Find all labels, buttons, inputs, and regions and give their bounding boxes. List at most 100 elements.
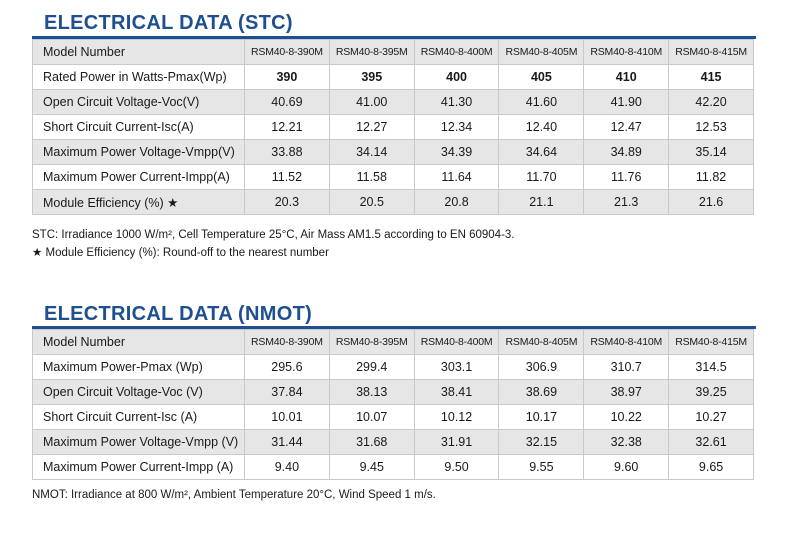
nmot-title-underline <box>32 326 756 329</box>
stc-title-underline <box>32 36 756 39</box>
stc-value-cell: 41.90 <box>583 89 670 115</box>
stc-value-cell: 400 <box>413 64 500 90</box>
nmot-note: NMOT: Irradiance at 800 W/m², Ambient Te… <box>32 489 436 501</box>
efficiency-footnote: ★ Module Efficiency (%): Round-off to th… <box>32 247 329 259</box>
nmot-value-cell: 10.01 <box>244 404 330 430</box>
nmot-value-cell: 299.4 <box>328 354 415 380</box>
stc-value-cell: 11.82 <box>668 164 754 190</box>
nmot-table-row: Maximum Power Voltage-Vmpp (V) 31.44 31.68… <box>32 429 754 455</box>
stc-value-cell: 12.53 <box>668 114 754 140</box>
nmot-value-cell: 9.55 <box>498 454 585 480</box>
stc-table-row: Maximum Power Voltage-Vmpp(V) 33.88 34.14 3… <box>32 139 754 165</box>
stc-value-cell: 21.6 <box>668 189 754 215</box>
nmot-value-cell: 9.40 <box>244 454 330 480</box>
stc-value-cell: 40.69 <box>244 89 330 115</box>
stc-value-cell: 20.8 <box>413 189 500 215</box>
stc-row-label: Rated Power in Watts-Pmax(Wp) <box>32 64 245 90</box>
nmot-model-header-cell: RSM40-8-415M <box>668 329 754 355</box>
stc-value-cell: 11.64 <box>413 164 500 190</box>
stc-table-row: Open Circuit Voltage-Voc(V) 40.69 41.00 41.… <box>32 89 754 115</box>
nmot-table: Model Number RSM40-8-390M RSM40-8-395M RSM4… <box>32 329 754 480</box>
stc-model-header-cell: RSM40-8-415M <box>668 39 754 65</box>
nmot-row-label: Maximum Power-Pmax (Wp) <box>32 354 245 380</box>
nmot-table-row: Short Circuit Current-Isc (A) 10.01 10.07 1… <box>32 404 754 430</box>
nmot-value-cell: 32.61 <box>668 429 754 455</box>
stc-value-cell: 11.70 <box>498 164 585 190</box>
stc-row-label: Module Efficiency (%) ★ <box>32 189 245 215</box>
nmot-model-header-cell: RSM40-8-405M <box>498 329 585 355</box>
nmot-value-cell: 38.41 <box>413 379 500 405</box>
stc-value-cell: 12.21 <box>244 114 330 140</box>
nmot-value-cell: 9.45 <box>328 454 415 480</box>
stc-value-cell: 21.1 <box>498 189 585 215</box>
stc-model-header-cell: RSM40-8-410M <box>583 39 670 65</box>
nmot-row-label: Maximum Power Voltage-Vmpp (V) <box>32 429 245 455</box>
stc-model-header-cell: RSM40-8-390M <box>244 39 330 65</box>
stc-value-cell: 395 <box>328 64 415 90</box>
stc-value-cell: 12.47 <box>583 114 670 140</box>
stc-value-cell: 11.58 <box>328 164 415 190</box>
nmot-model-header-cell: RSM40-8-395M <box>328 329 415 355</box>
nmot-value-cell: 10.12 <box>413 404 500 430</box>
nmot-row-label: Short Circuit Current-Isc (A) <box>32 404 245 430</box>
nmot-model-header-cell: RSM40-8-410M <box>583 329 670 355</box>
stc-header-row: Model Number RSM40-8-390M RSM40-8-395M RSM4… <box>32 39 754 65</box>
stc-row-label: Short Circuit Current-Isc(A) <box>32 114 245 140</box>
stc-value-cell: 41.60 <box>498 89 585 115</box>
stc-table-row: Maximum Power Current-Impp(A) 11.52 11.58 1… <box>32 164 754 190</box>
stc-value-cell: 11.76 <box>583 164 670 190</box>
stc-value-cell: 11.52 <box>244 164 330 190</box>
nmot-value-cell: 10.07 <box>328 404 415 430</box>
stc-value-cell: 12.34 <box>413 114 500 140</box>
nmot-value-cell: 31.91 <box>413 429 500 455</box>
stc-value-cell: 35.14 <box>668 139 754 165</box>
stc-value-cell: 21.3 <box>583 189 670 215</box>
nmot-value-cell: 9.65 <box>668 454 754 480</box>
stc-value-cell: 415 <box>668 64 754 90</box>
stc-value-cell: 41.30 <box>413 89 500 115</box>
stc-value-cell: 20.3 <box>244 189 330 215</box>
stc-value-cell: 12.40 <box>498 114 585 140</box>
nmot-value-cell: 38.13 <box>328 379 415 405</box>
stc-value-cell: 42.20 <box>668 89 754 115</box>
stc-header-label: Model Number <box>32 39 245 65</box>
nmot-value-cell: 38.97 <box>583 379 670 405</box>
nmot-value-cell: 37.84 <box>244 379 330 405</box>
stc-row-label: Maximum Power Current-Impp(A) <box>32 164 245 190</box>
stc-section-title: ELECTRICAL DATA (STC) <box>44 12 293 34</box>
nmot-value-cell: 295.6 <box>244 354 330 380</box>
nmot-header-row: Model Number RSM40-8-390M RSM40-8-395M RSM4… <box>32 329 754 355</box>
nmot-value-cell: 10.27 <box>668 404 754 430</box>
stc-value-cell: 12.27 <box>328 114 415 140</box>
stc-value-cell: 390 <box>244 64 330 90</box>
nmot-value-cell: 9.50 <box>413 454 500 480</box>
stc-model-header-cell: RSM40-8-400M <box>413 39 500 65</box>
stc-value-cell: 34.89 <box>583 139 670 165</box>
nmot-value-cell: 38.69 <box>498 379 585 405</box>
stc-value-cell: 405 <box>498 64 585 90</box>
nmot-value-cell: 39.25 <box>668 379 754 405</box>
stc-value-cell: 33.88 <box>244 139 330 165</box>
stc-table-row: Rated Power in Watts-Pmax(Wp) 390 395 400 40… <box>32 64 754 90</box>
stc-row-label: Maximum Power Voltage-Vmpp(V) <box>32 139 245 165</box>
nmot-model-header-cell: RSM40-8-400M <box>413 329 500 355</box>
stc-value-cell: 34.39 <box>413 139 500 165</box>
nmot-row-label: Maximum Power Current-Impp (A) <box>32 454 245 480</box>
stc-note: STC: Irradiance 1000 W/m², Cell Temperat… <box>32 229 515 241</box>
stc-value-cell: 41.00 <box>328 89 415 115</box>
stc-value-cell: 34.14 <box>328 139 415 165</box>
stc-value-cell: 410 <box>583 64 670 90</box>
nmot-model-header-cell: RSM40-8-390M <box>244 329 330 355</box>
nmot-row-label: Open Circuit Voltage-Voc (V) <box>32 379 245 405</box>
nmot-table-row: Maximum Power Current-Impp (A) 9.40 9.45 9.… <box>32 454 754 480</box>
nmot-value-cell: 10.17 <box>498 404 585 430</box>
nmot-value-cell: 31.68 <box>328 429 415 455</box>
nmot-value-cell: 314.5 <box>668 354 754 380</box>
nmot-table-row: Open Circuit Voltage-Voc (V) 37.84 38.13 38… <box>32 379 754 405</box>
stc-table: Model Number RSM40-8-390M RSM40-8-395M RSM4… <box>32 39 754 215</box>
stc-table-row: Short Circuit Current-Isc(A) 12.21 12.27 12… <box>32 114 754 140</box>
nmot-value-cell: 31.44 <box>244 429 330 455</box>
nmot-table-row: Maximum Power-Pmax (Wp) 295.6 299.4 303.1 30… <box>32 354 754 380</box>
stc-value-cell: 20.5 <box>328 189 415 215</box>
stc-model-header-cell: RSM40-8-405M <box>498 39 585 65</box>
